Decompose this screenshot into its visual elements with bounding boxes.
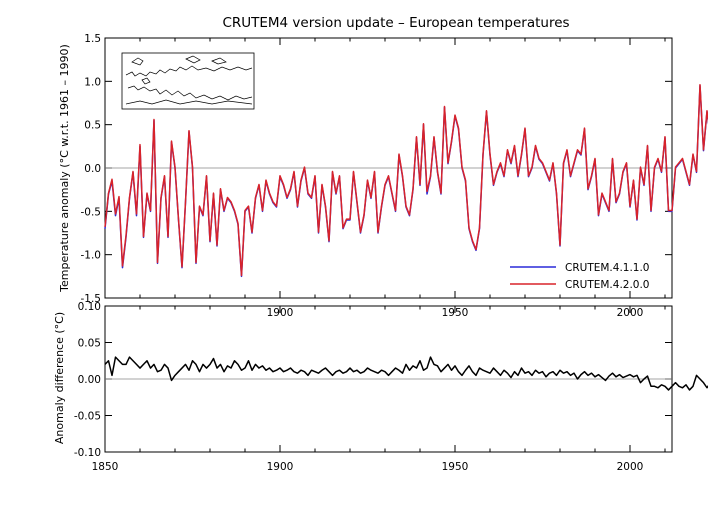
difference-y-tick-label: 0.00 <box>78 374 101 386</box>
inset-map-islands <box>131 55 227 85</box>
difference-panel: Anomaly difference (°C) 0.10 0.05 0.00 -0.0… <box>53 301 708 473</box>
temperature-series <box>104 84 708 278</box>
difference-axis-ticks: 0.10 0.05 0.00 -0.05 -0.10 1850 1900 1950 2000 <box>74 301 672 473</box>
legend-label-crutem-4-2-0-0: CRUTEM.4.2.0.0 <box>565 279 650 291</box>
temperature-panel: Temperature anomaly (°C w.r.t. 1961 – 19… <box>58 33 708 319</box>
temperature-y-tick-label: -1.0 <box>81 250 102 262</box>
inset-map-coast-north <box>125 65 253 77</box>
difference-y-axis-label: Anomaly difference (°C) <box>53 312 66 444</box>
temperature-y-tick-label: -0.5 <box>81 206 102 218</box>
temperature-y-tick-label: 1.5 <box>84 33 101 45</box>
difference-x-tick-label: 1950 <box>442 461 469 473</box>
difference-y-tick-label: -0.10 <box>74 447 101 459</box>
difference-series <box>104 356 708 391</box>
chart-title: CRUTEM4 version update – European temper… <box>222 15 569 31</box>
legend: CRUTEM.4.1.1.0 CRUTEM.4.2.0.0 <box>510 262 650 291</box>
europe-outline-map <box>121 52 255 110</box>
difference-y-tick-label: -0.05 <box>74 411 101 423</box>
difference-x-tick-label: 1900 <box>267 461 294 473</box>
inset-map-coast-med <box>125 99 253 105</box>
difference-series-line-1 <box>104 356 708 391</box>
difference-x-tick-label: 2000 <box>617 461 644 473</box>
difference-x-tick-label: 1850 <box>92 461 119 473</box>
temperature-y-tick-label: -1.5 <box>81 293 102 305</box>
temperature-y-axis-label: Temperature anomaly (°C w.r.t. 1961 – 19… <box>58 44 71 293</box>
temperature-y-tick-label: 1.0 <box>84 76 101 88</box>
inset-map-frame <box>121 52 255 110</box>
legend-label-crutem-4-1-1-0: CRUTEM.4.1.1.0 <box>565 262 650 274</box>
inset-map-coast-south <box>127 85 253 101</box>
difference-y-tick-label: 0.05 <box>78 338 101 350</box>
temperature-series-line-2 <box>104 84 708 277</box>
temperature-y-tick-label: 0.5 <box>84 120 101 132</box>
difference-y-tick-label: 0.10 <box>78 301 101 313</box>
temperature-y-tick-label: 0.0 <box>84 163 101 175</box>
